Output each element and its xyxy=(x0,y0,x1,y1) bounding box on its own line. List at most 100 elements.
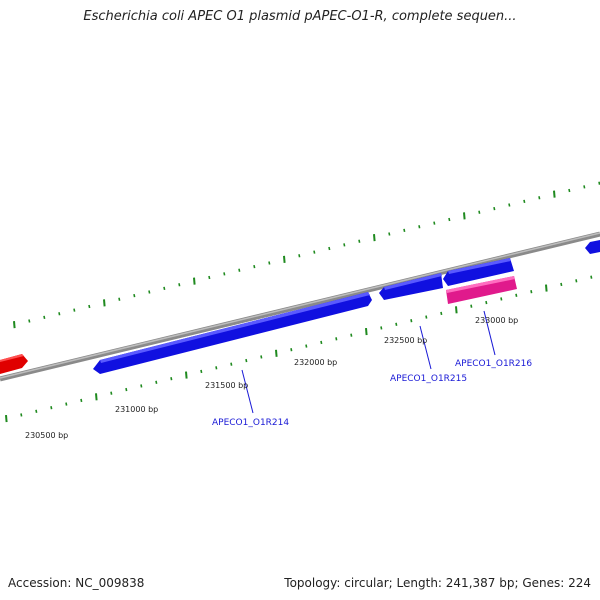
major-tick xyxy=(463,212,466,220)
accession-text: Accession: NC_009838 xyxy=(8,576,145,590)
minor-tick xyxy=(448,217,451,222)
minor-tick xyxy=(403,228,406,233)
minor-tick xyxy=(65,402,68,406)
minor-tick xyxy=(470,304,473,308)
tick-label: 232500 bp xyxy=(384,336,427,345)
major-tick xyxy=(545,284,548,292)
major-tick xyxy=(103,299,106,307)
minor-tick xyxy=(478,210,481,214)
tick-label: 232000 bp xyxy=(294,358,337,367)
major-tick xyxy=(553,190,556,198)
minor-tick xyxy=(245,358,248,363)
major-tick xyxy=(193,277,196,285)
minor-tick xyxy=(253,264,256,269)
major-tick xyxy=(373,234,376,242)
minor-tick xyxy=(485,300,488,305)
minor-tick xyxy=(433,221,436,225)
minor-tick xyxy=(140,384,143,388)
minor-tick xyxy=(418,225,421,229)
minor-tick xyxy=(200,369,203,374)
gene-label-215[interactable]: APECO1_O1R215 xyxy=(390,374,467,384)
minor-tick xyxy=(230,362,233,366)
major-tick xyxy=(455,306,458,314)
gene-apeco1-o1r215[interactable] xyxy=(379,273,443,300)
minor-tick xyxy=(50,406,53,410)
minor-tick xyxy=(313,250,316,254)
minor-tick xyxy=(298,254,301,258)
minor-tick xyxy=(73,308,76,312)
minor-tick xyxy=(58,312,61,316)
minor-tick xyxy=(425,315,428,319)
minor-tick xyxy=(380,326,383,330)
label-line-215 xyxy=(419,325,432,370)
minor-tick xyxy=(155,380,158,384)
minor-tick xyxy=(515,293,518,297)
gene-apeco1-o1r214[interactable] xyxy=(93,292,372,374)
minor-tick xyxy=(538,196,541,200)
major-tick xyxy=(13,321,16,329)
plasmid-backbone-highlight xyxy=(0,232,600,379)
minor-tick xyxy=(290,348,293,352)
minor-tick xyxy=(238,268,241,272)
major-tick xyxy=(283,255,286,263)
inner-tick-ring xyxy=(5,275,593,423)
minor-tick xyxy=(125,387,128,392)
minor-tick xyxy=(410,319,413,323)
tick-label: 231500 bp xyxy=(205,381,248,390)
gene-label-214[interactable]: APECO1_O1R214 xyxy=(212,418,289,428)
minor-tick xyxy=(133,293,136,298)
minor-tick xyxy=(575,279,578,283)
minor-tick xyxy=(508,203,511,207)
minor-tick xyxy=(335,337,338,341)
minor-tick xyxy=(493,206,496,211)
minor-tick xyxy=(343,243,346,247)
minor-tick xyxy=(320,340,323,345)
minor-tick xyxy=(170,377,173,381)
map-title: Escherichia coli APEC O1 plasmid pAPEC-O… xyxy=(83,9,517,24)
minor-tick xyxy=(260,355,263,359)
minor-tick xyxy=(223,272,226,276)
gene-blue-right-partial[interactable] xyxy=(585,240,600,254)
gene-label-216[interactable]: APECO1_O1R216 xyxy=(455,359,532,369)
minor-tick xyxy=(20,413,23,417)
major-tick xyxy=(365,327,368,336)
minor-tick xyxy=(215,366,218,370)
minor-tick xyxy=(440,311,443,316)
minor-tick xyxy=(350,333,353,337)
minor-tick xyxy=(43,315,46,320)
major-tick xyxy=(5,414,8,423)
label-line-216 xyxy=(483,310,496,356)
minor-tick xyxy=(178,283,181,287)
minor-tick xyxy=(583,185,586,189)
minor-tick xyxy=(328,246,331,251)
minor-tick xyxy=(530,290,533,294)
major-tick xyxy=(95,393,98,401)
minor-tick xyxy=(118,297,121,301)
tick-label: 230500 bp xyxy=(25,431,68,440)
minor-tick xyxy=(395,322,398,326)
minor-tick xyxy=(560,282,563,287)
minor-tick xyxy=(110,391,113,395)
gene-blue-upper[interactable] xyxy=(443,258,514,286)
minor-tick xyxy=(388,232,391,236)
tick-label: 233000 bp xyxy=(475,316,518,325)
minor-tick xyxy=(568,188,571,193)
minor-tick xyxy=(88,304,91,309)
major-tick xyxy=(275,349,278,357)
minor-tick xyxy=(80,398,83,403)
gene-apeco1-o1r216[interactable] xyxy=(446,276,517,304)
minor-tick xyxy=(358,239,361,243)
minor-tick xyxy=(35,409,38,413)
outer-tick-ring xyxy=(13,181,600,329)
tick-label: 231000 bp xyxy=(115,405,158,414)
gene-red-partial-top xyxy=(0,354,24,362)
minor-tick xyxy=(163,286,166,291)
topology-summary: Topology: circular; Length: 241,387 bp; … xyxy=(284,576,591,590)
plasmid-backbone xyxy=(0,231,600,382)
minor-tick xyxy=(305,344,308,348)
minor-tick xyxy=(268,261,271,265)
minor-tick xyxy=(148,290,151,294)
minor-tick xyxy=(523,199,526,204)
